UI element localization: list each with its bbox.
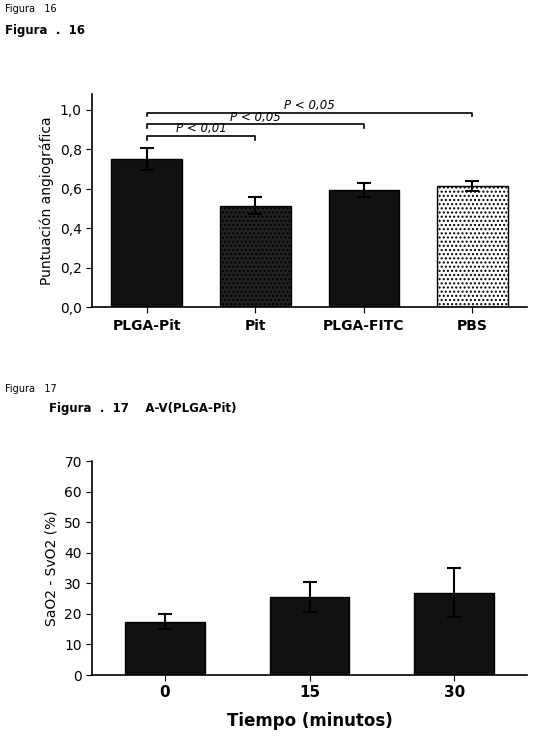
Text: Figura  .  17    A-V(PLGA-Pit): Figura . 17 A-V(PLGA-Pit) [49,402,236,415]
Text: P < 0,01: P < 0,01 [175,122,226,136]
Bar [414,592,494,675]
Bar [111,159,182,308]
X-axis label: Tiempo (minutos): Tiempo (minutos) [226,712,393,730]
Y-axis label: Puntuación angiográfica: Puntuación angiográfica [40,116,54,285]
Text: Figura   17: Figura 17 [5,384,57,394]
Text: Figura  .  16: Figura . 16 [5,24,85,37]
Text: P < 0,05: P < 0,05 [230,111,281,124]
Text: P < 0,05: P < 0,05 [284,99,335,112]
Bar [125,622,205,675]
Bar [437,186,508,308]
Bar [329,190,399,308]
Y-axis label: SaO2 - SvO2 (%): SaO2 - SvO2 (%) [45,510,59,626]
Bar [220,206,291,308]
Bar [270,597,349,675]
Text: Figura   16: Figura 16 [5,4,57,13]
